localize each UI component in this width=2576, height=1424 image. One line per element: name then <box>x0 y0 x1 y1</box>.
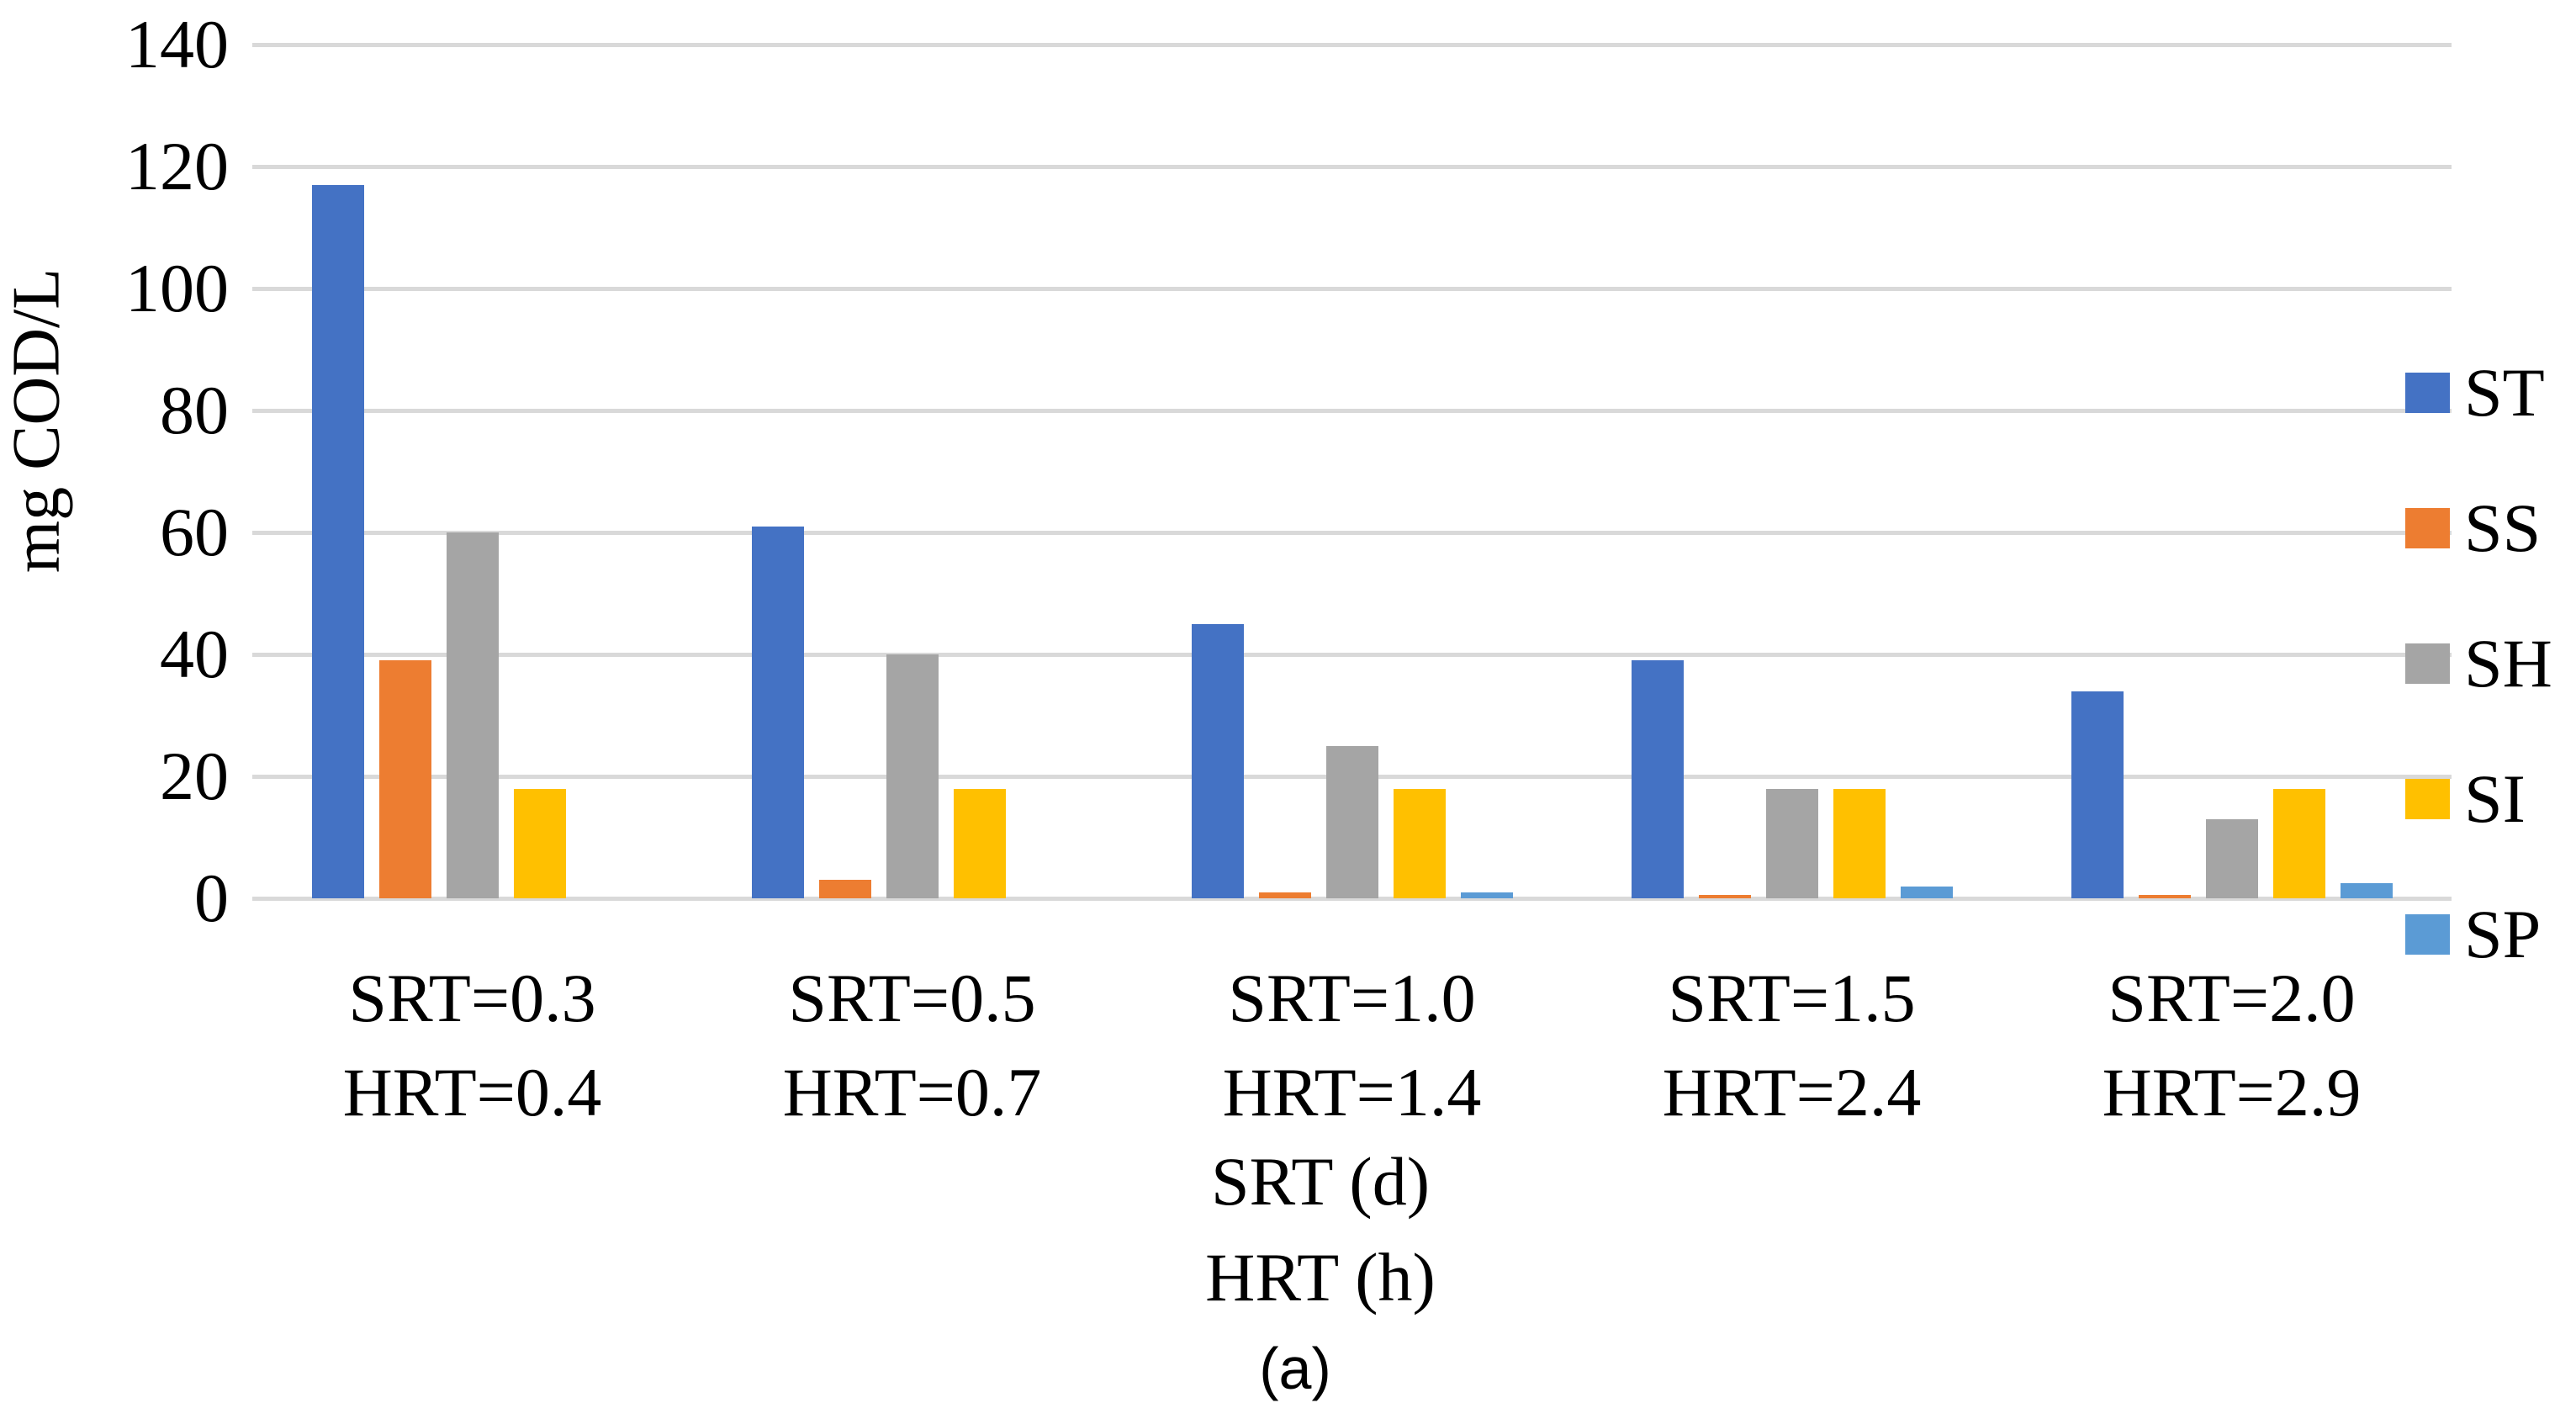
category-label-5: SRT=2.0 HRT=2.9 <box>2012 951 2452 1140</box>
bar-sp-group3 <box>1460 892 1513 898</box>
bar-sh-group5 <box>2205 818 2258 898</box>
gridline-y-40 <box>252 652 2452 657</box>
bar-sh-group1 <box>446 532 499 898</box>
x-axis-title-line1: SRT (d) <box>1210 1143 1431 1220</box>
legend-label-ss: SS <box>2464 490 2542 566</box>
bar-st-group4 <box>1631 660 1684 898</box>
bar-st-group3 <box>1191 623 1244 898</box>
bar-ss-group4 <box>1698 895 1751 898</box>
bar-ss-group5 <box>2138 895 2191 898</box>
y-tick-label-60: 60 <box>160 494 229 570</box>
category-label-2: SRT=0.5 HRT=0.7 <box>692 951 1132 1140</box>
bar-sh-group4 <box>1765 788 1818 898</box>
legend-label-st: ST <box>2464 354 2545 431</box>
bar-sp-group4 <box>1900 886 1953 898</box>
category-label-4: SRT=1.5 HRT=2.4 <box>1572 951 2012 1140</box>
legend-swatch-sp <box>2405 914 2450 955</box>
gridline-y-60 <box>252 530 2452 535</box>
category-label-1-line1: SRT=0.3 <box>348 960 596 1036</box>
gridline-y-100 <box>252 286 2452 291</box>
bar-si-group2 <box>953 788 1006 898</box>
category-label-3: SRT=1.0 HRT=1.4 <box>1132 951 1572 1140</box>
bar-st-group1 <box>311 184 364 898</box>
legend-swatch-ss <box>2405 508 2450 548</box>
gridline-y-80 <box>252 408 2452 413</box>
x-axis-title-line2: HRT (h) <box>1205 1239 1436 1315</box>
bar-st-group5 <box>2071 691 2124 898</box>
bar-ss-group2 <box>818 880 871 898</box>
y-tick-label-40: 40 <box>160 616 229 692</box>
y-tick-label-80: 80 <box>160 372 229 448</box>
bar-sp-group5 <box>2340 882 2393 898</box>
subfigure-caption: (a) <box>1259 1336 1331 1401</box>
legend-swatch-sh <box>2405 643 2450 684</box>
y-tick-label-0: 0 <box>194 860 229 936</box>
category-label-1-line2: HRT=0.4 <box>342 1054 602 1130</box>
bar-ss-group3 <box>1258 892 1311 898</box>
bar-ss-group1 <box>378 660 431 898</box>
legend-label-sh: SH <box>2464 625 2552 701</box>
bar-st-group2 <box>751 526 804 898</box>
category-label-2-line1: SRT=0.5 <box>788 960 1036 1036</box>
category-label-4-line1: SRT=1.5 <box>1668 960 1916 1036</box>
legend-label-sp: SP <box>2464 896 2542 972</box>
gridline-y-120 <box>252 164 2452 169</box>
y-tick-label-140: 140 <box>125 6 229 82</box>
bar-si-group5 <box>2272 788 2325 898</box>
gridline-y-140 <box>252 42 2452 47</box>
y-tick-label-120: 120 <box>125 128 229 204</box>
bar-sh-group2 <box>886 654 939 898</box>
bar-si-group4 <box>1833 788 1886 898</box>
gridline-y-0 <box>252 896 2452 901</box>
category-label-5-line1: SRT=2.0 <box>2108 960 2356 1036</box>
legend-swatch-st <box>2405 373 2450 413</box>
category-label-2-line2: HRT=0.7 <box>782 1054 1042 1130</box>
bar-sh-group3 <box>1325 745 1378 898</box>
bar-si-group1 <box>513 788 566 898</box>
category-label-3-line1: SRT=1.0 <box>1228 960 1476 1036</box>
y-tick-label-100: 100 <box>125 250 229 326</box>
x-axis-title: SRT (d) HRT (h) <box>1205 1134 1436 1326</box>
category-label-4-line2: HRT=2.4 <box>1662 1054 1922 1130</box>
y-tick-label-20: 20 <box>160 738 229 814</box>
category-label-1: SRT=0.3 HRT=0.4 <box>252 951 692 1140</box>
bar-si-group3 <box>1393 788 1446 898</box>
legend-label-si: SI <box>2464 760 2526 837</box>
category-label-5-line2: HRT=2.9 <box>2102 1054 2362 1130</box>
category-label-3-line2: HRT=1.4 <box>1222 1054 1482 1130</box>
legend-swatch-si <box>2405 779 2450 819</box>
